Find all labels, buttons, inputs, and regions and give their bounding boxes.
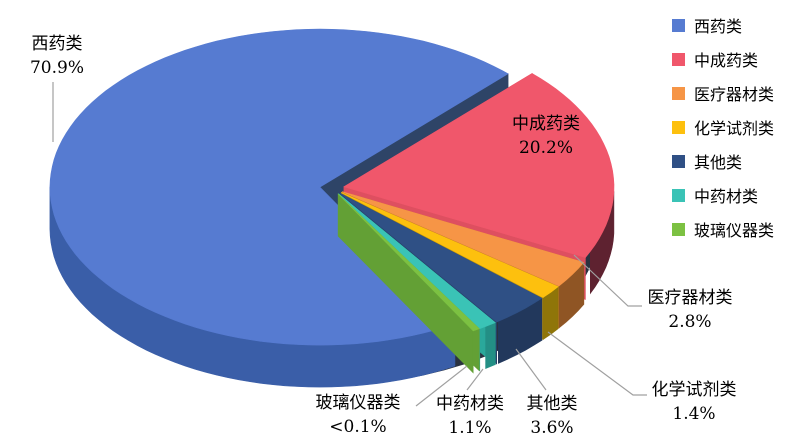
label-others: 其他类 3.6% [527,392,578,440]
leader-line [515,348,547,391]
legend-swatch-icon [672,120,685,134]
label-western-medicine: 西药类 70.9% [30,32,84,80]
chart-legend: 西药类 中成药类 医疗器材类 化学试剂类 其他类 中药材类 玻璃仪器类 [672,8,774,246]
label-chemical-reagent-name: 化学试剂类 [651,380,737,400]
legend-swatch-icon [672,188,685,202]
leader-line [573,254,642,307]
legend-item-medical-equipment: 医疗器材类 [672,76,774,110]
pie-slice-top [337,193,480,332]
pie-slice-wall [485,322,496,369]
leader-line [415,365,468,407]
legend-item-chinese-herbal: 中药材类 [672,178,774,212]
legend-item-others: 其他类 [672,144,774,178]
legend-swatch-icon [672,52,685,66]
label-chinese-herbal: 中药材类 1.1% [436,392,504,440]
legend-swatch-icon [672,86,685,100]
legend-item-chemical-reagent: 化学试剂类 [672,110,774,144]
legend-item-glassware: 玻璃仪器类 [672,212,774,246]
pie-slice-top [343,73,615,258]
label-medical-equipment: 医疗器材类 2.8% [648,286,733,334]
label-chinese-patent-medicine-pct: 20.2% [518,138,573,158]
label-chinese-herbal-name: 中药材类 [436,394,504,414]
label-chinese-herbal-pct: 1.1% [448,418,492,438]
leader-line [466,368,484,391]
pie-slice-top [341,192,559,298]
legend-swatch-icon [672,222,685,236]
legend-swatch-icon [672,18,685,32]
legend-label: 玻璃仪器类 [694,221,775,240]
pie-slice-top [339,193,543,323]
label-glassware-pct: <0.1% [329,417,387,437]
label-glassware-name: 玻璃仪器类 [315,393,401,413]
legend-label: 其他类 [694,153,743,172]
label-others-pct: 3.6% [530,418,574,438]
legend-label: 化学试剂类 [694,119,775,138]
legend-label: 中药材类 [694,187,759,206]
label-medical-equipment-name: 医疗器材类 [647,288,733,308]
legend-item-western-medicine: 西药类 [672,8,774,42]
label-western-medicine-pct: 70.9% [29,58,85,78]
legend-label: 中成药类 [694,51,759,70]
label-others-name: 其他类 [526,394,578,414]
label-chemical-reagent: 化学试剂类 1.4% [652,378,737,426]
label-western-medicine-name: 西药类 [31,34,83,54]
leader-line [547,331,647,396]
label-chinese-patent-medicine: 中成药类 20.2% [512,112,580,160]
legend-item-chinese-patent-medicine: 中成药类 [672,42,774,76]
label-medical-equipment-pct: 2.8% [668,312,712,332]
legend-label: 西药类 [694,17,743,36]
label-chemical-reagent-pct: 1.4% [672,404,716,424]
label-chinese-patent-medicine-name: 中成药类 [512,114,580,134]
label-glassware: 玻璃仪器类 <0.1% [316,391,401,439]
legend-swatch-icon [672,154,685,168]
legend-label: 医疗器材类 [694,85,775,104]
pie-slice-top [338,193,496,329]
